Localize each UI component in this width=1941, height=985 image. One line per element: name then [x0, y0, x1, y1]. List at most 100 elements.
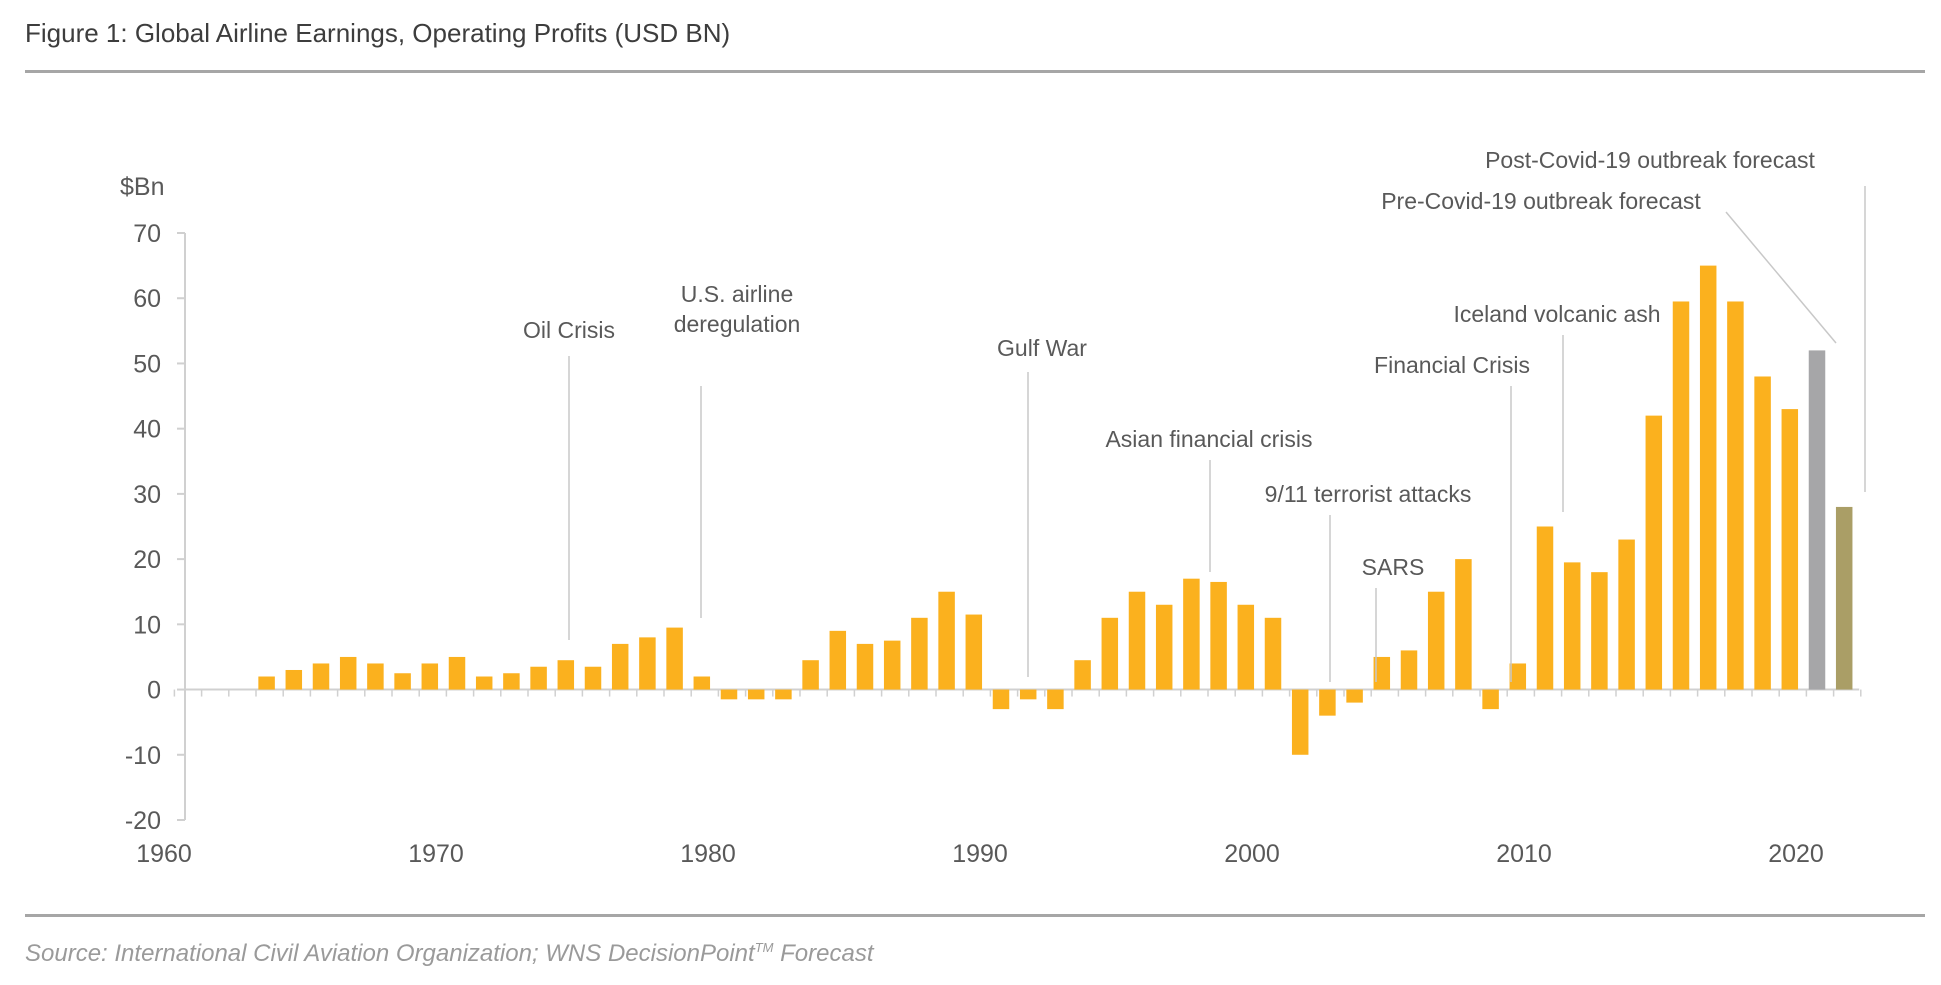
bar-1979 [693, 676, 711, 690]
annotation-label: Gulf War [997, 335, 1087, 361]
annotation-label-line: deregulation [674, 311, 801, 337]
bar-2011 [1563, 562, 1581, 690]
bar-1998 [1210, 581, 1227, 690]
bar-2009 [1509, 663, 1527, 690]
y-tick-label: -20 [125, 807, 161, 835]
bar-2003 [1346, 689, 1363, 703]
x-tick-label: 1970 [408, 840, 464, 868]
bar-2020 [1808, 350, 1826, 690]
annotation-label-line: SARS [1362, 554, 1425, 580]
bar-2019 [1781, 409, 1799, 690]
top-divider [25, 70, 1925, 73]
bar-1985 [856, 643, 874, 690]
bar-2004 [1373, 656, 1391, 690]
bar-2007 [1455, 559, 1472, 690]
bar-2014 [1645, 415, 1663, 690]
annotation-label: 9/11 terrorist attacks [1265, 481, 1472, 507]
bar-1967 [367, 663, 384, 690]
bar-2001 [1291, 689, 1309, 755]
annotation-label-line: Post-Covid-19 outbreak forecast [1485, 147, 1815, 173]
bottom-divider [25, 914, 1925, 917]
bar-2010 [1536, 526, 1554, 690]
bar-1968 [394, 673, 411, 690]
bar-2000 [1264, 617, 1282, 690]
bar-1989 [965, 614, 983, 690]
bar-1982 [775, 689, 792, 700]
bar-1971 [475, 676, 493, 690]
bar-1995 [1128, 591, 1146, 690]
event-annotations: Oil Crisis U.S. airline deregulation Gulf W… [523, 147, 1866, 682]
source-note: Source: International Civil Aviation Org… [25, 940, 874, 968]
bar-1973 [530, 666, 547, 690]
annotation-label-line: Asian financial crisis [1105, 426, 1312, 452]
annotation-label-line: Oil Crisis [523, 317, 615, 343]
figure-title: Figure 1: Global Airline Earnings, Opera… [25, 18, 731, 48]
bar-1974 [557, 660, 575, 690]
x-tick-label: 2010 [1496, 840, 1552, 868]
annotation-label-line: U.S. airline [681, 281, 793, 307]
annotation-label-line: Gulf War [997, 335, 1087, 361]
bar-1975 [584, 666, 602, 690]
y-tick-label: 50 [133, 350, 161, 378]
annotation-label-line: Pre-Covid-19 outbreak forecast [1381, 188, 1701, 214]
source-text: Source: International Civil Aviation Org… [25, 940, 755, 967]
bar-2016 [1699, 265, 1717, 690]
trademark-mark: TM [754, 940, 774, 955]
bar-1990 [992, 689, 1010, 710]
annotation-label: SARS [1362, 554, 1425, 580]
annotation-label: Post-Covid-19 outbreak forecast [1485, 147, 1815, 173]
x-tick-label: 1980 [680, 840, 736, 868]
bar-1981 [747, 689, 765, 700]
bar-1966 [339, 656, 357, 690]
bar-1999 [1237, 604, 1255, 690]
bar-2012 [1591, 572, 1608, 690]
y-tick-label: 10 [133, 611, 161, 639]
bar-1991 [1019, 689, 1037, 700]
annotation-leader [1725, 211, 1837, 344]
x-tick-label: 2000 [1224, 840, 1280, 868]
bar-2018 [1754, 376, 1771, 690]
y-axis-unit-label: $Bn [120, 173, 164, 201]
annotation-label: Pre-Covid-19 outbreak forecast [1381, 188, 1701, 214]
y-tick-label: 60 [133, 285, 161, 313]
bar-1980 [720, 689, 738, 700]
bar-1976 [611, 643, 629, 690]
x-tick-label: 2020 [1768, 840, 1824, 868]
bar-1970 [448, 656, 466, 690]
x-tick-label: 1990 [952, 840, 1008, 868]
y-tick-label: 30 [133, 481, 161, 509]
bar-1986 [883, 640, 901, 690]
bar-1987 [911, 617, 928, 690]
y-tick-label: 20 [133, 546, 161, 574]
bar-2015 [1672, 301, 1690, 690]
annotation-label: Financial Crisis [1374, 352, 1530, 378]
bar-1996 [1155, 604, 1173, 690]
bar-1963 [258, 676, 275, 690]
bar-1977 [639, 637, 656, 690]
annotation-label-line: Financial Crisis [1374, 352, 1530, 378]
source-suffix: Forecast [773, 940, 874, 967]
y-axis-ticks: 70 60 50 40 30 20 10 0 -10 -20 [125, 220, 185, 835]
bar-1984 [829, 630, 847, 690]
bar-2021 [1835, 506, 1853, 690]
x-tick-label: 1960 [136, 840, 192, 868]
y-tick-label: 40 [133, 416, 161, 444]
bar-2002 [1319, 689, 1336, 716]
bar-1978 [666, 627, 683, 690]
bar-1993 [1074, 660, 1091, 690]
bar-2013 [1618, 539, 1635, 690]
y-tick-label: -10 [125, 742, 161, 770]
y-tick-label: 0 [147, 677, 161, 705]
bar-1964 [285, 669, 303, 690]
bar-2008 [1482, 689, 1499, 710]
bar-1988 [938, 591, 955, 690]
annotation-label: Iceland volcanic ash [1453, 301, 1660, 327]
bar-2005 [1400, 650, 1418, 690]
bar-1997 [1183, 578, 1200, 690]
bar-1983 [802, 660, 819, 690]
bar-2017 [1727, 301, 1744, 690]
bar-1969 [421, 663, 439, 690]
annotation-label: Asian financial crisis [1105, 426, 1312, 452]
bar-1972 [503, 673, 520, 690]
